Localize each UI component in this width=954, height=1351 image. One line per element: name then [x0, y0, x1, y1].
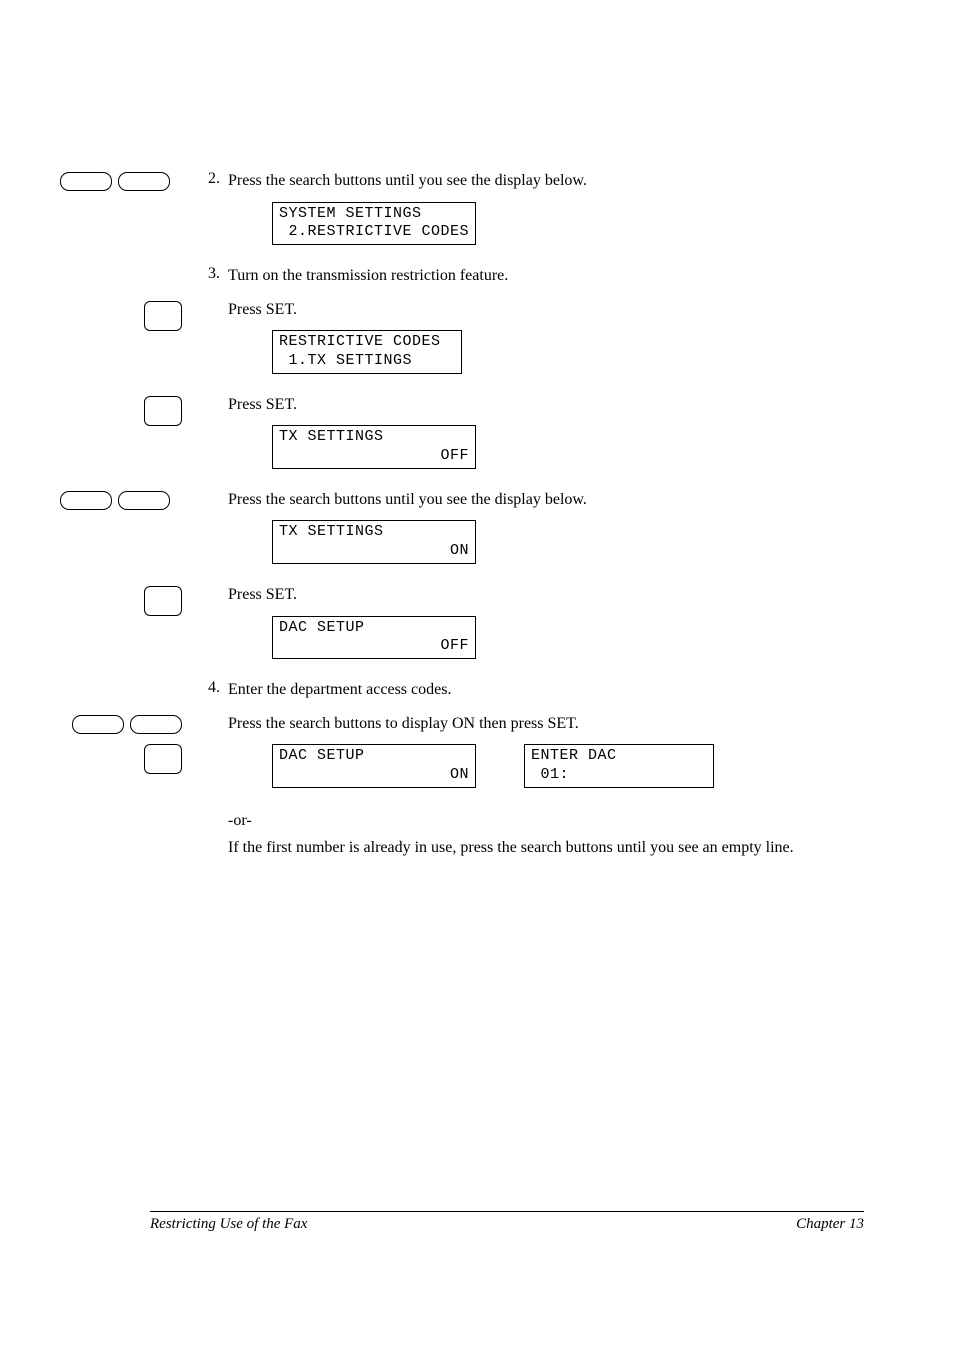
sub-text: Press SET. [228, 299, 824, 321]
set-button-icon [144, 301, 182, 331]
lcd-display: DAC SETUP OFF [272, 616, 476, 660]
step-3-sub4: Press SET. DAC SETUP OFF [60, 584, 824, 673]
step-text: Press the search buttons until you see t… [228, 170, 824, 192]
step-number: 2. [200, 170, 228, 188]
sub-text: Press the search buttons until you see t… [228, 489, 824, 511]
sub-text: Press the search buttons to display ON t… [228, 713, 824, 735]
step-3: 3. Turn on the transmission restriction … [60, 265, 824, 293]
step-number: 4. [200, 679, 228, 697]
step-3-sub3: Press the search buttons until you see t… [60, 489, 824, 578]
set-button-icon [144, 396, 182, 426]
set-button-col [60, 584, 200, 616]
search-buttons-pair [60, 170, 200, 191]
icon-spacer [60, 265, 200, 267]
step-content: Press the search buttons until you see t… [228, 489, 824, 578]
search-left-button-icon [60, 172, 112, 191]
search-buttons-pair [72, 715, 182, 734]
sub-text: Press SET. [228, 394, 824, 416]
search-left-button-icon [60, 491, 112, 510]
set-button-icon [144, 744, 182, 774]
lcd-display: DAC SETUP ON [272, 744, 476, 788]
step-content: Press the search buttons until you see t… [228, 170, 824, 259]
or-text: -or- [228, 810, 824, 832]
step-content: Press the search buttons to display ON t… [228, 713, 824, 865]
sub-text: Press SET. [228, 584, 824, 606]
step-3-sub1: Press SET. RESTRICTIVE CODES 1.TX SETTIN… [60, 299, 824, 388]
lcd-display: TX SETTINGS OFF [272, 425, 476, 469]
step-content: Enter the department access codes. [228, 679, 824, 707]
step-4: 4. Enter the department access codes. [60, 679, 824, 707]
search-left-button-icon [72, 715, 124, 734]
step-content: Press SET. TX SETTINGS OFF [228, 394, 824, 483]
footer-right: Chapter 13 [796, 1216, 864, 1233]
lcd-display: TX SETTINGS ON [272, 520, 476, 564]
search-right-button-icon [130, 715, 182, 734]
footer-left: Restricting Use of the Fax [150, 1216, 307, 1233]
lcd-display: ENTER DAC 01: [524, 744, 714, 788]
step-content: Press SET. DAC SETUP OFF [228, 584, 824, 673]
step-2: 2. Press the search buttons until you se… [60, 170, 824, 259]
step-text: Enter the department access codes. [228, 679, 824, 701]
step-text: Turn on the transmission restriction fea… [228, 265, 824, 287]
step-content: Press SET. RESTRICTIVE CODES 1.TX SETTIN… [228, 299, 824, 388]
lcd-display: SYSTEM SETTINGS 2.RESTRICTIVE CODES [272, 202, 476, 246]
set-button-icon [144, 586, 182, 616]
search-buttons-pair [60, 489, 200, 510]
step-4-sub1: Press the search buttons to display ON t… [60, 713, 824, 865]
step-number: 3. [200, 265, 228, 283]
search-right-button-icon [118, 172, 170, 191]
set-button-col [60, 299, 200, 331]
page-body: 2. Press the search buttons until you se… [0, 0, 954, 951]
step-3-sub2: Press SET. TX SETTINGS OFF [60, 394, 824, 483]
combo-buttons [60, 713, 200, 774]
icon-spacer [60, 679, 200, 681]
lcd-display: RESTRICTIVE CODES 1.TX SETTINGS [272, 330, 462, 374]
alt-text: If the first number is already in use, p… [228, 837, 824, 859]
page-footer: Restricting Use of the Fax Chapter 13 [150, 1211, 864, 1233]
step-content: Turn on the transmission restriction fea… [228, 265, 824, 293]
search-right-button-icon [118, 491, 170, 510]
set-button-col [60, 394, 200, 426]
